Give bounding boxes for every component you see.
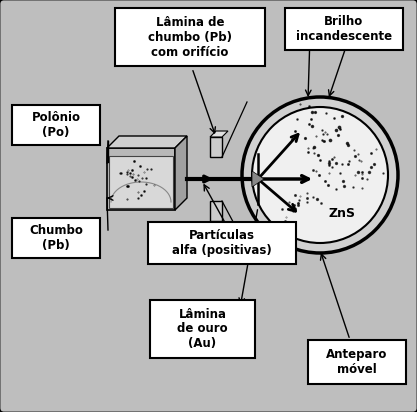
Text: ZnS: ZnS — [329, 206, 356, 220]
Circle shape — [242, 97, 398, 253]
Text: Anteparo
móvel: Anteparo móvel — [327, 348, 388, 376]
Polygon shape — [252, 171, 264, 187]
Text: Lâmina de
chumbo (Pb)
com orifício: Lâmina de chumbo (Pb) com orifício — [148, 16, 232, 59]
FancyBboxPatch shape — [150, 300, 255, 358]
Text: Polônio
(Po): Polônio (Po) — [32, 111, 80, 139]
Text: Partículas
alfa (positivas): Partículas alfa (positivas) — [172, 229, 272, 257]
Polygon shape — [107, 136, 187, 148]
Text: Chumbo
(Pb): Chumbo (Pb) — [29, 224, 83, 252]
FancyBboxPatch shape — [109, 156, 173, 208]
Polygon shape — [175, 136, 187, 210]
FancyBboxPatch shape — [210, 201, 222, 221]
Text: Lâmina
de ouro
(Au): Lâmina de ouro (Au) — [177, 307, 228, 351]
FancyBboxPatch shape — [148, 222, 296, 264]
FancyBboxPatch shape — [12, 105, 100, 145]
Circle shape — [252, 107, 388, 243]
Text: Brilho
incandescente: Brilho incandescente — [296, 15, 392, 43]
FancyBboxPatch shape — [308, 340, 406, 384]
FancyBboxPatch shape — [115, 8, 265, 66]
FancyBboxPatch shape — [107, 148, 175, 210]
FancyBboxPatch shape — [285, 8, 403, 50]
FancyBboxPatch shape — [210, 137, 222, 157]
Polygon shape — [210, 131, 228, 137]
FancyBboxPatch shape — [12, 218, 100, 258]
